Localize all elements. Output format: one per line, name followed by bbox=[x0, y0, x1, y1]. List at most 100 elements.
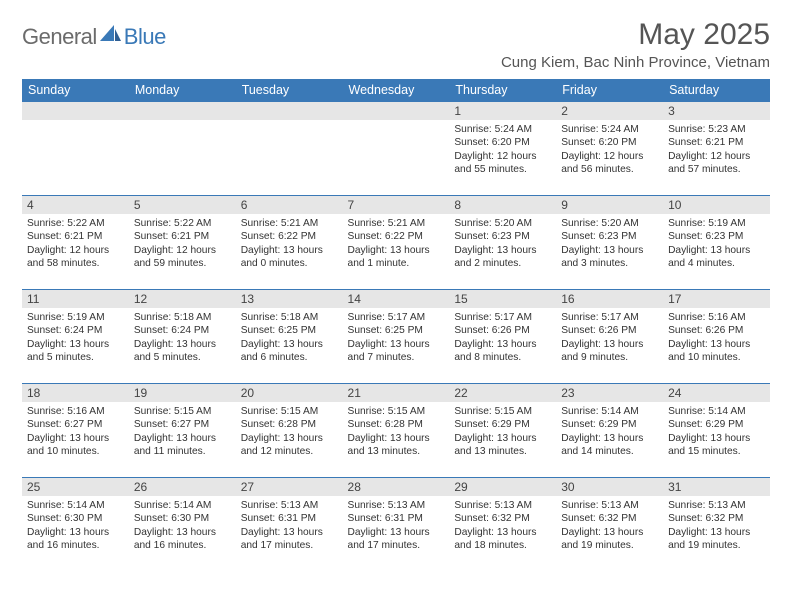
calendar-cell: 19Sunrise: 5:15 AMSunset: 6:27 PMDayligh… bbox=[129, 384, 236, 478]
calendar-week-row: 11Sunrise: 5:19 AMSunset: 6:24 PMDayligh… bbox=[22, 290, 770, 384]
day-details: Sunrise: 5:21 AMSunset: 6:22 PMDaylight:… bbox=[343, 214, 450, 272]
day-number: 26 bbox=[129, 478, 236, 496]
calendar-cell bbox=[129, 102, 236, 196]
empty-daynum-bar bbox=[129, 102, 236, 120]
calendar-cell: 15Sunrise: 5:17 AMSunset: 6:26 PMDayligh… bbox=[449, 290, 556, 384]
day-details: Sunrise: 5:20 AMSunset: 6:23 PMDaylight:… bbox=[556, 214, 663, 272]
calendar-cell: 7Sunrise: 5:21 AMSunset: 6:22 PMDaylight… bbox=[343, 196, 450, 290]
calendar-head: SundayMondayTuesdayWednesdayThursdayFrid… bbox=[22, 79, 770, 102]
logo: General Blue bbox=[22, 24, 166, 50]
calendar-body: 1Sunrise: 5:24 AMSunset: 6:20 PMDaylight… bbox=[22, 102, 770, 572]
day-details: Sunrise: 5:14 AMSunset: 6:29 PMDaylight:… bbox=[556, 402, 663, 460]
day-details: Sunrise: 5:13 AMSunset: 6:32 PMDaylight:… bbox=[449, 496, 556, 554]
weekday-header: Friday bbox=[556, 79, 663, 102]
day-number: 20 bbox=[236, 384, 343, 402]
weekday-row: SundayMondayTuesdayWednesdayThursdayFrid… bbox=[22, 79, 770, 102]
calendar-cell: 3Sunrise: 5:23 AMSunset: 6:21 PMDaylight… bbox=[663, 102, 770, 196]
day-details: Sunrise: 5:20 AMSunset: 6:23 PMDaylight:… bbox=[449, 214, 556, 272]
calendar-cell bbox=[22, 102, 129, 196]
logo-text-blue: Blue bbox=[124, 24, 166, 50]
day-number: 5 bbox=[129, 196, 236, 214]
day-number: 15 bbox=[449, 290, 556, 308]
day-number: 14 bbox=[343, 290, 450, 308]
day-details: Sunrise: 5:24 AMSunset: 6:20 PMDaylight:… bbox=[556, 120, 663, 178]
calendar-cell: 23Sunrise: 5:14 AMSunset: 6:29 PMDayligh… bbox=[556, 384, 663, 478]
day-number: 10 bbox=[663, 196, 770, 214]
month-title: May 2025 bbox=[501, 18, 770, 52]
day-details: Sunrise: 5:21 AMSunset: 6:22 PMDaylight:… bbox=[236, 214, 343, 272]
calendar-cell: 29Sunrise: 5:13 AMSunset: 6:32 PMDayligh… bbox=[449, 478, 556, 572]
empty-daynum-bar bbox=[22, 102, 129, 120]
day-number: 4 bbox=[22, 196, 129, 214]
day-number: 13 bbox=[236, 290, 343, 308]
day-number: 17 bbox=[663, 290, 770, 308]
calendar-cell: 14Sunrise: 5:17 AMSunset: 6:25 PMDayligh… bbox=[343, 290, 450, 384]
day-number: 11 bbox=[22, 290, 129, 308]
sail-icon bbox=[100, 25, 122, 43]
day-number: 6 bbox=[236, 196, 343, 214]
calendar-cell: 8Sunrise: 5:20 AMSunset: 6:23 PMDaylight… bbox=[449, 196, 556, 290]
day-details: Sunrise: 5:15 AMSunset: 6:27 PMDaylight:… bbox=[129, 402, 236, 460]
day-details: Sunrise: 5:22 AMSunset: 6:21 PMDaylight:… bbox=[129, 214, 236, 272]
day-details: Sunrise: 5:14 AMSunset: 6:30 PMDaylight:… bbox=[129, 496, 236, 554]
day-number: 23 bbox=[556, 384, 663, 402]
day-details: Sunrise: 5:14 AMSunset: 6:30 PMDaylight:… bbox=[22, 496, 129, 554]
day-details: Sunrise: 5:24 AMSunset: 6:20 PMDaylight:… bbox=[449, 120, 556, 178]
empty-daynum-bar bbox=[343, 102, 450, 120]
calendar-cell: 6Sunrise: 5:21 AMSunset: 6:22 PMDaylight… bbox=[236, 196, 343, 290]
day-number: 21 bbox=[343, 384, 450, 402]
day-details: Sunrise: 5:17 AMSunset: 6:26 PMDaylight:… bbox=[449, 308, 556, 366]
calendar-page: General Blue May 2025 Cung Kiem, Bac Nin… bbox=[0, 0, 792, 582]
day-details: Sunrise: 5:17 AMSunset: 6:25 PMDaylight:… bbox=[343, 308, 450, 366]
day-number: 22 bbox=[449, 384, 556, 402]
day-details: Sunrise: 5:22 AMSunset: 6:21 PMDaylight:… bbox=[22, 214, 129, 272]
day-number: 1 bbox=[449, 102, 556, 120]
day-details: Sunrise: 5:13 AMSunset: 6:31 PMDaylight:… bbox=[236, 496, 343, 554]
day-details: Sunrise: 5:17 AMSunset: 6:26 PMDaylight:… bbox=[556, 308, 663, 366]
day-number: 30 bbox=[556, 478, 663, 496]
day-details: Sunrise: 5:16 AMSunset: 6:27 PMDaylight:… bbox=[22, 402, 129, 460]
calendar-cell: 1Sunrise: 5:24 AMSunset: 6:20 PMDaylight… bbox=[449, 102, 556, 196]
day-details: Sunrise: 5:23 AMSunset: 6:21 PMDaylight:… bbox=[663, 120, 770, 178]
calendar-week-row: 25Sunrise: 5:14 AMSunset: 6:30 PMDayligh… bbox=[22, 478, 770, 572]
calendar-cell: 18Sunrise: 5:16 AMSunset: 6:27 PMDayligh… bbox=[22, 384, 129, 478]
day-details: Sunrise: 5:19 AMSunset: 6:24 PMDaylight:… bbox=[22, 308, 129, 366]
calendar-cell: 20Sunrise: 5:15 AMSunset: 6:28 PMDayligh… bbox=[236, 384, 343, 478]
day-details: Sunrise: 5:13 AMSunset: 6:32 PMDaylight:… bbox=[556, 496, 663, 554]
calendar-cell bbox=[343, 102, 450, 196]
calendar-cell: 4Sunrise: 5:22 AMSunset: 6:21 PMDaylight… bbox=[22, 196, 129, 290]
day-details: Sunrise: 5:18 AMSunset: 6:25 PMDaylight:… bbox=[236, 308, 343, 366]
day-number: 2 bbox=[556, 102, 663, 120]
calendar-cell: 10Sunrise: 5:19 AMSunset: 6:23 PMDayligh… bbox=[663, 196, 770, 290]
day-details: Sunrise: 5:15 AMSunset: 6:29 PMDaylight:… bbox=[449, 402, 556, 460]
day-number: 18 bbox=[22, 384, 129, 402]
title-block: May 2025 Cung Kiem, Bac Ninh Province, V… bbox=[501, 18, 770, 71]
calendar-week-row: 18Sunrise: 5:16 AMSunset: 6:27 PMDayligh… bbox=[22, 384, 770, 478]
calendar-cell: 2Sunrise: 5:24 AMSunset: 6:20 PMDaylight… bbox=[556, 102, 663, 196]
day-details: Sunrise: 5:15 AMSunset: 6:28 PMDaylight:… bbox=[236, 402, 343, 460]
day-number: 27 bbox=[236, 478, 343, 496]
weekday-header: Thursday bbox=[449, 79, 556, 102]
calendar-week-row: 1Sunrise: 5:24 AMSunset: 6:20 PMDaylight… bbox=[22, 102, 770, 196]
day-details: Sunrise: 5:13 AMSunset: 6:31 PMDaylight:… bbox=[343, 496, 450, 554]
calendar-cell: 24Sunrise: 5:14 AMSunset: 6:29 PMDayligh… bbox=[663, 384, 770, 478]
day-details: Sunrise: 5:15 AMSunset: 6:28 PMDaylight:… bbox=[343, 402, 450, 460]
day-details: Sunrise: 5:16 AMSunset: 6:26 PMDaylight:… bbox=[663, 308, 770, 366]
calendar-cell: 31Sunrise: 5:13 AMSunset: 6:32 PMDayligh… bbox=[663, 478, 770, 572]
day-details: Sunrise: 5:18 AMSunset: 6:24 PMDaylight:… bbox=[129, 308, 236, 366]
weekday-header: Tuesday bbox=[236, 79, 343, 102]
weekday-header: Sunday bbox=[22, 79, 129, 102]
day-details: Sunrise: 5:19 AMSunset: 6:23 PMDaylight:… bbox=[663, 214, 770, 272]
calendar-cell: 16Sunrise: 5:17 AMSunset: 6:26 PMDayligh… bbox=[556, 290, 663, 384]
day-number: 25 bbox=[22, 478, 129, 496]
day-number: 29 bbox=[449, 478, 556, 496]
header: General Blue May 2025 Cung Kiem, Bac Nin… bbox=[22, 18, 770, 71]
day-number: 16 bbox=[556, 290, 663, 308]
weekday-header: Saturday bbox=[663, 79, 770, 102]
calendar-week-row: 4Sunrise: 5:22 AMSunset: 6:21 PMDaylight… bbox=[22, 196, 770, 290]
calendar-cell: 5Sunrise: 5:22 AMSunset: 6:21 PMDaylight… bbox=[129, 196, 236, 290]
calendar-cell: 21Sunrise: 5:15 AMSunset: 6:28 PMDayligh… bbox=[343, 384, 450, 478]
calendar-cell: 28Sunrise: 5:13 AMSunset: 6:31 PMDayligh… bbox=[343, 478, 450, 572]
calendar-cell: 26Sunrise: 5:14 AMSunset: 6:30 PMDayligh… bbox=[129, 478, 236, 572]
day-number: 8 bbox=[449, 196, 556, 214]
